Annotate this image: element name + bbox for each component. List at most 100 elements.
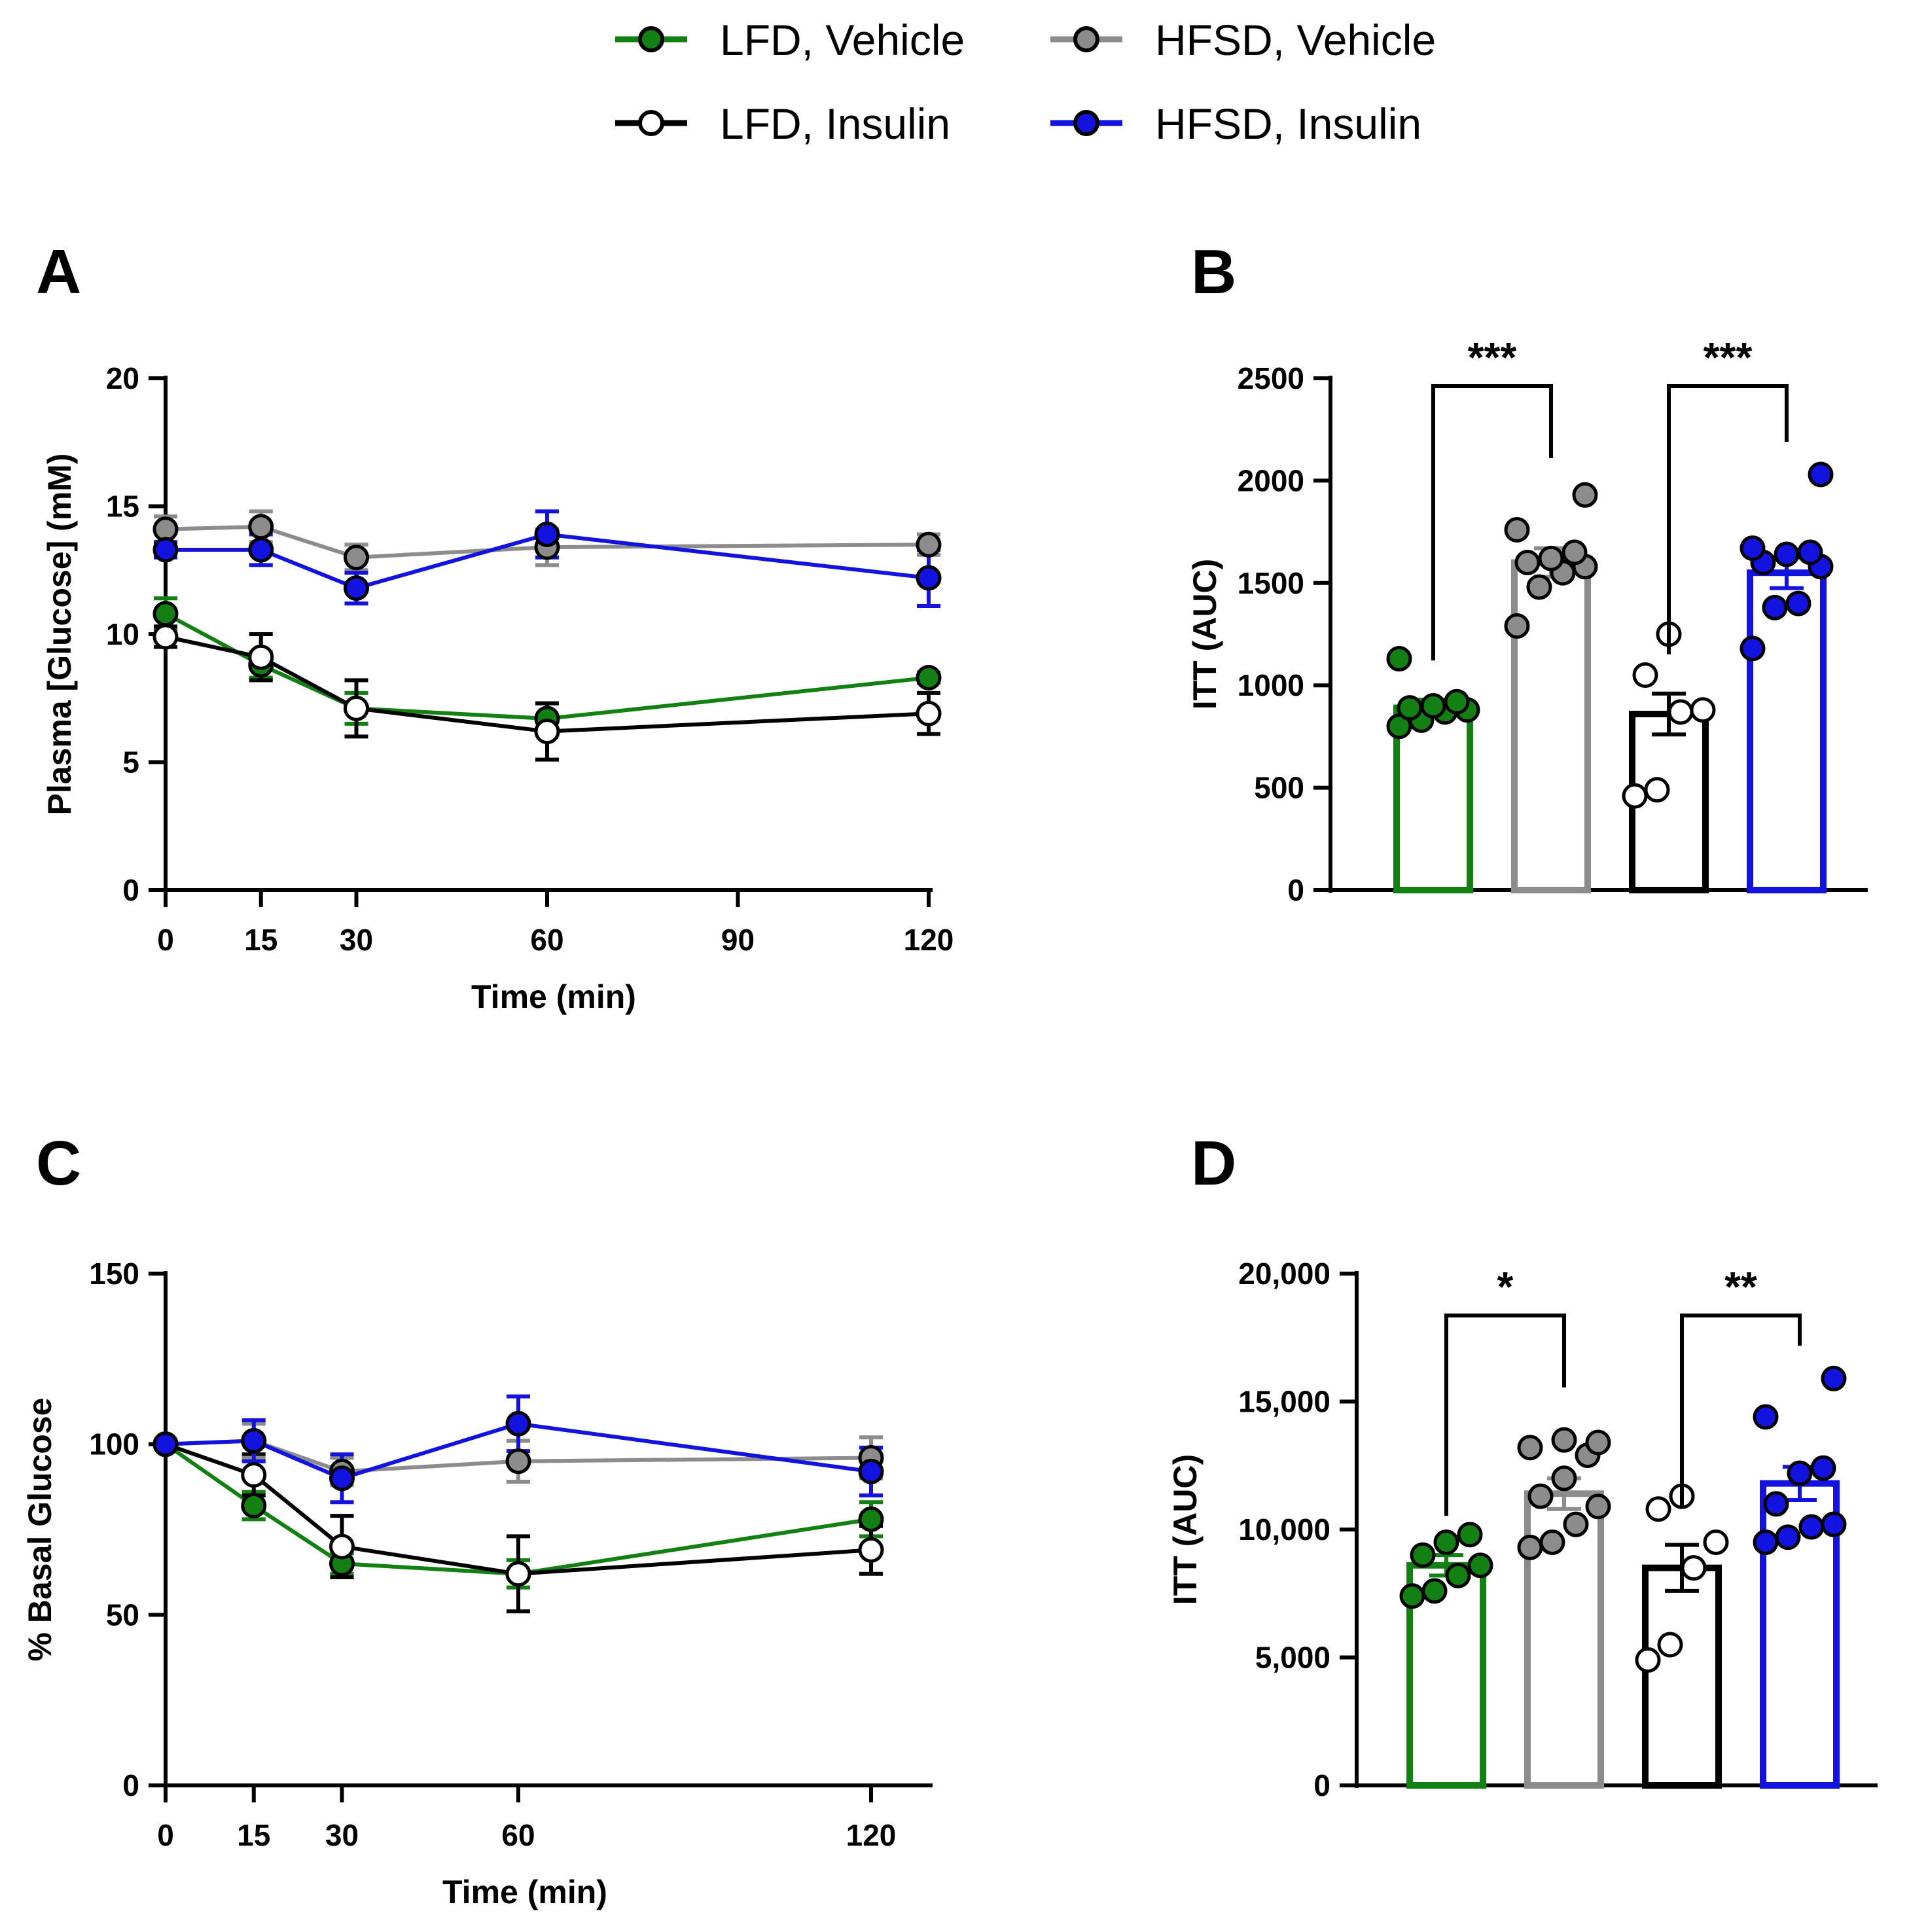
data-point-hfsd-insulin (1821, 1365, 1847, 1391)
y-tick-label: 20 (106, 361, 139, 395)
data-point-hfsd-vehicle (1585, 1429, 1611, 1456)
panel-label-d: D (1191, 1128, 1236, 1198)
y-tick-label: 1000 (1238, 668, 1304, 702)
data-point-hfsd-vehicle (1527, 1483, 1554, 1509)
data-point-hfsd-insulin (1821, 1511, 1847, 1537)
data-point-hfsd-insulin (1762, 594, 1788, 620)
significance-bracket (1680, 1314, 1802, 1506)
x-tick-label: 120 (846, 1818, 897, 1852)
data-point-lfd-vehicle (1444, 689, 1470, 715)
point-hfsd-vehicle (248, 514, 274, 540)
point-lfd-insulin (344, 695, 369, 721)
point-hfsd-vehicle (344, 545, 369, 571)
data-point-hfsd-vehicle (1551, 1465, 1577, 1492)
bar-lfd-insulin (1642, 1564, 1722, 1789)
panel-a-line-chart: 0 5 10 15 20 Plasma [Glucose] (mM) A 0 15 30 60 90 1… (36, 237, 954, 1015)
panel-b-bar-chart: 0 500 1000 1500 2000 2500 ITT (AUC) B *** *** (1186, 237, 1868, 907)
data-point-lfd-insulin (1632, 662, 1658, 689)
point-hfsd-vehicle (505, 1448, 531, 1475)
data-point-lfd-vehicle (1397, 695, 1423, 721)
x-axis-title: Time (min) (442, 1874, 607, 1910)
bar-lfd-vehicle (1393, 704, 1473, 894)
data-point-lfd-insulin (1690, 697, 1716, 723)
y-tick-label: 500 (1254, 771, 1304, 805)
data-point-lfd-vehicle (1410, 1542, 1436, 1568)
x-tick-label: 90 (721, 923, 755, 957)
y-tick-label: 1500 (1238, 566, 1304, 600)
panel-label-b: B (1191, 237, 1236, 307)
data-point-lfd-insulin (1645, 1496, 1671, 1522)
data-point-lfd-insulin (1635, 1647, 1661, 1673)
panel-c-line-chart: 0 50 100 150 % Basal Glucose C 0 15 30 60 120 Time … (22, 1128, 933, 1910)
data-point-lfd-vehicle (1457, 1522, 1483, 1548)
point-lfd-vehicle (858, 1506, 884, 1532)
data-point-hfsd-insulin (1740, 535, 1766, 562)
data-point-lfd-insulin (1644, 777, 1670, 803)
y-tick-label: 0 (1287, 873, 1304, 907)
x-tick-label: 120 (904, 923, 954, 957)
point-lfd-insulin (505, 1561, 531, 1587)
legend-label-lfd-insulin: LFD, Insulin (720, 99, 950, 148)
data-point-lfd-insulin (1703, 1530, 1729, 1556)
point-hfsd-insulin (248, 537, 274, 563)
data-point-hfsd-insulin (1740, 635, 1766, 662)
data-point-lfd-vehicle (1386, 646, 1412, 672)
point-lfd-vehicle (916, 664, 942, 690)
data-point-hfsd-insulin (1753, 1530, 1779, 1556)
data-point-lfd-vehicle (1467, 1552, 1493, 1579)
y-tick-label: 100 (89, 1427, 139, 1461)
legend-label-hfsd-vehicle: HFSD, Vehicle (1155, 16, 1436, 64)
data-point-hfsd-insulin (1774, 541, 1800, 567)
x-tick-label: 0 (157, 923, 174, 957)
data-point-lfd-vehicle (1445, 1562, 1471, 1588)
y-tick-label: 0 (1313, 1768, 1330, 1802)
x-tick-label: 60 (501, 1818, 535, 1852)
data-point-hfsd-vehicle (1572, 482, 1598, 508)
data-point-lfd-insulin (1657, 1632, 1683, 1658)
data-point-lfd-vehicle (1399, 1583, 1425, 1609)
point-hfsd-insulin (916, 565, 942, 591)
data-point-hfsd-vehicle (1514, 550, 1541, 576)
point-hfsd-insulin (344, 575, 369, 601)
data-point-hfsd-vehicle (1538, 545, 1564, 571)
data-point-hfsd-insulin (1763, 1491, 1789, 1517)
y-tick-label: 2000 (1238, 463, 1304, 497)
data-point-hfsd-insulin (1797, 539, 1823, 565)
data-point-hfsd-vehicle (1561, 539, 1588, 565)
data-point-hfsd-vehicle (1563, 1511, 1589, 1537)
y-tick-label: 2500 (1238, 361, 1304, 395)
data-point-hfsd-vehicle (1551, 1427, 1577, 1453)
point-hfsd-insulin (241, 1427, 267, 1454)
data-point-hfsd-insulin (1753, 1404, 1779, 1430)
point-lfd-insulin (152, 624, 179, 650)
data-point-lfd-insulin (1622, 783, 1648, 809)
data-point-hfsd-vehicle (1539, 1530, 1565, 1556)
legend-marker-lfd-insulin (638, 110, 664, 136)
data-point-hfsd-vehicle (1517, 1435, 1543, 1461)
significance-label: * (1497, 1263, 1514, 1310)
y-tick-label: 0 (122, 873, 139, 907)
point-lfd-vehicle (152, 601, 179, 627)
data-point-hfsd-insulin (1787, 1460, 1813, 1486)
point-lfd-vehicle (241, 1493, 267, 1519)
legend-label-lfd-vehicle: LFD, Vehicle (720, 16, 965, 64)
point-lfd-insulin (916, 700, 942, 726)
significance-bracket (1667, 384, 1789, 654)
point-lfd-insulin (248, 644, 274, 670)
point-hfsd-vehicle (916, 531, 942, 558)
y-tick-label: 150 (89, 1257, 139, 1291)
significance-label: *** (1468, 334, 1517, 381)
y-tick-label: 15,000 (1238, 1385, 1330, 1419)
data-point-lfd-insulin (1668, 699, 1694, 725)
x-axis-title: Time (min) (471, 978, 636, 1015)
y-tick-label: 50 (106, 1598, 139, 1632)
data-point-lfd-vehicle (1433, 1530, 1459, 1556)
y-axis-title: ITT (AUC) (1167, 1454, 1204, 1605)
data-point-hfsd-insulin (1810, 1455, 1836, 1481)
data-point-hfsd-vehicle (1504, 516, 1530, 543)
y-axis-title: Plasma [Glucose] (mM) (41, 454, 78, 815)
point-hfsd-insulin (152, 537, 179, 563)
y-tick-label: 15 (106, 490, 139, 524)
